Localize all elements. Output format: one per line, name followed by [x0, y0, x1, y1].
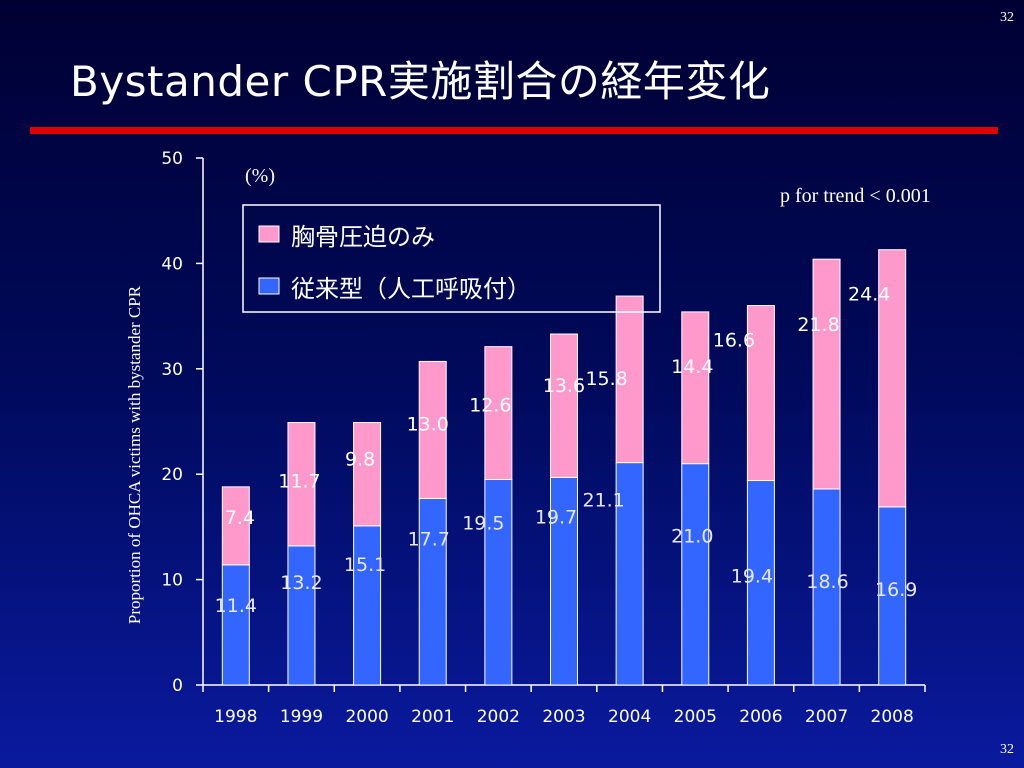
- bar-conventional-2003: [550, 476, 578, 686]
- x-tick-label: 1998: [214, 707, 257, 727]
- bar-conventional-2000: [353, 525, 382, 686]
- legend-label-compression-only: 胸骨圧迫のみ: [291, 223, 435, 251]
- data-label-compression-only-2004: 15.8: [585, 368, 627, 390]
- bar-conventional-2005: [681, 463, 710, 686]
- bar-compression-only-2005: [681, 311, 710, 465]
- bar-compression-only-2003: [550, 333, 578, 478]
- y-tick-label: 30: [161, 360, 183, 380]
- page-number-top: 32: [1000, 10, 1014, 25]
- y-tick-label: 40: [161, 254, 183, 274]
- data-label-conventional-2002: 19.5: [462, 512, 504, 534]
- legend-box: [242, 204, 661, 313]
- data-label-compression-only-2008: 24.4: [848, 284, 890, 306]
- x-tick-label: 2004: [608, 707, 651, 727]
- bar-conventional-2006: [746, 480, 775, 686]
- bar-compression-only-2008: [878, 249, 907, 508]
- data-label-compression-only-2003: 13.6: [543, 375, 585, 397]
- data-label-conventional-2006: 19.4: [731, 566, 773, 588]
- x-tick-label: 2002: [477, 707, 520, 727]
- bar-compression-only-2000: [353, 422, 382, 527]
- x-tick-label: 2008: [871, 707, 914, 727]
- bar-conventional-1998: [221, 564, 250, 686]
- bar-compression-only-2002: [484, 346, 513, 480]
- data-label-conventional-1999: 13.2: [280, 572, 322, 594]
- data-label-conventional-1998: 11.4: [215, 595, 257, 617]
- data-label-conventional-2007: 18.6: [806, 571, 848, 593]
- bar-compression-only-2001: [418, 360, 447, 499]
- x-tick-label: 2005: [674, 707, 717, 727]
- data-label-compression-only-2005: 14.4: [671, 356, 713, 378]
- data-label-compression-only-2000: 9.8: [345, 449, 375, 471]
- y-axis-title: Proportion of OHCA victims with bystande…: [125, 285, 144, 624]
- bar-conventional-2001: [418, 497, 447, 686]
- x-tick-label: 2003: [542, 707, 585, 727]
- bar-compression-only-2007: [812, 258, 841, 490]
- x-tick-label: 2000: [345, 707, 388, 727]
- y-tick-label: 10: [161, 571, 183, 591]
- data-label-compression-only-2001: 13.0: [407, 413, 449, 435]
- bar-compression-only-2006: [746, 305, 775, 482]
- data-label-compression-only-1999: 11.7: [278, 471, 320, 493]
- title-divider: [30, 127, 998, 134]
- page-number-bottom: 32: [1000, 742, 1014, 757]
- legend-swatch-compression-only: [258, 225, 280, 243]
- chart-bars: [221, 249, 907, 686]
- y-axis-unit: (%): [245, 165, 275, 187]
- y-tick-label: 50: [161, 149, 183, 169]
- y-tick-label: 0: [172, 676, 183, 696]
- x-tick-label: 2006: [739, 707, 782, 727]
- data-label-conventional-2008: 16.9: [875, 579, 917, 601]
- trend-annotation: p for trend < 0.001: [780, 185, 931, 207]
- x-tick-label: 2007: [805, 707, 848, 727]
- x-tick-label: 2001: [411, 707, 454, 727]
- chart-axes: 0 10 20 30 40 50 1998 1999 2000 2001 2002 2003 2004 2…: [161, 149, 926, 727]
- bar-compression-only-2004: [615, 295, 644, 464]
- y-tick-label: 20: [161, 465, 183, 485]
- slide-title: Bystander CPR実施割合の経年変化: [70, 57, 771, 106]
- bar-conventional-2002: [484, 478, 513, 686]
- data-label-compression-only-1998: 7.4: [225, 507, 255, 529]
- data-label-conventional-2005: 21.0: [671, 526, 713, 548]
- data-label-conventional-2000: 15.1: [344, 554, 386, 576]
- legend-label-conventional: 従来型（人工呼吸付）: [291, 275, 531, 303]
- data-label-conventional-2003: 19.7: [535, 506, 577, 528]
- bar-conventional-1999: [287, 545, 316, 686]
- data-label-compression-only-2006: 16.6: [713, 330, 755, 352]
- bar-compression-only-1999: [287, 422, 316, 547]
- data-label-conventional-2001: 17.7: [408, 528, 450, 550]
- chart-data-labels: 11.4 7.4 13.2 11.7 15.1 9.8 17.7 13.0 19.5 12.6 19…: [215, 284, 918, 617]
- bar-conventional-2004: [615, 462, 644, 686]
- data-label-compression-only-2007: 21.8: [797, 314, 839, 336]
- chart-legend: 胸骨圧迫のみ 従来型（人工呼吸付）: [242, 204, 661, 313]
- data-label-conventional-2004: 21.1: [582, 490, 624, 512]
- data-label-compression-only-2002: 12.6: [469, 395, 511, 417]
- legend-swatch-conventional: [258, 277, 280, 295]
- x-tick-label: 1999: [280, 707, 323, 727]
- bar-compression-only-1998: [221, 486, 250, 566]
